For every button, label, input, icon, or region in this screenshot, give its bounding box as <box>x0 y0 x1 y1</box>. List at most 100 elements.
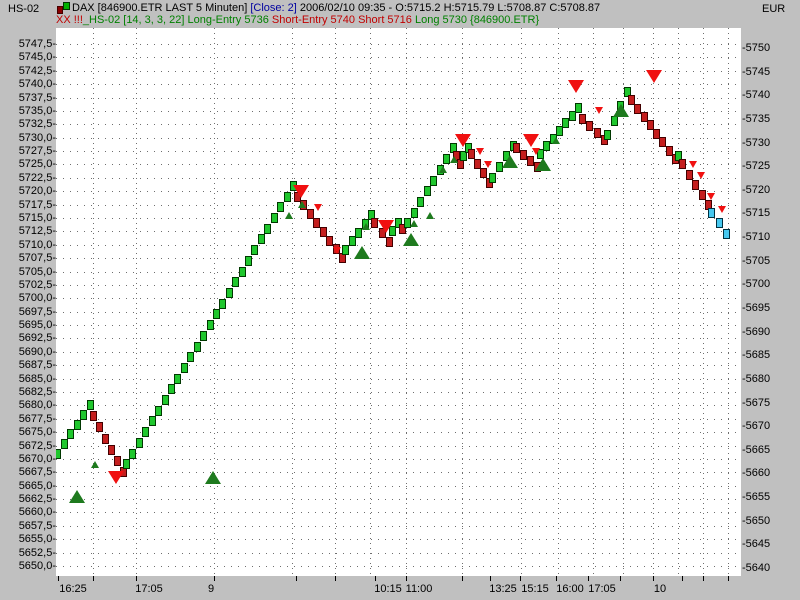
price-brick <box>489 173 496 183</box>
right-axis-label: -5645 <box>742 538 771 550</box>
signal-down-icon <box>718 206 726 213</box>
price-brick <box>114 456 121 466</box>
left-axis-label: 5650,0- <box>18 560 56 572</box>
right-axis-label: -5720 <box>742 184 771 196</box>
grid-line-h <box>56 552 741 554</box>
left-axis-label: 5725,0- <box>18 158 56 170</box>
price-brick <box>647 120 654 130</box>
grid-line-h <box>56 499 741 501</box>
grid-line-v <box>406 28 407 576</box>
price-brick <box>207 320 214 330</box>
price-brick <box>149 416 156 426</box>
grid-line-h <box>56 151 741 153</box>
price-brick <box>666 146 673 156</box>
right-axis-label: -5705 <box>742 255 771 267</box>
price-brick <box>699 190 706 200</box>
left-axis-label: 5697,5- <box>18 306 56 318</box>
left-axis-label: 5707,5- <box>18 252 56 264</box>
signal-up-icon <box>91 461 99 468</box>
price-brick <box>399 224 406 234</box>
price-brick <box>543 141 550 151</box>
pane-title-right: EUR <box>762 3 786 15</box>
grid-line-h <box>56 164 741 166</box>
price-brick <box>641 112 648 122</box>
signal-down-icon <box>484 161 492 168</box>
price-brick <box>417 197 424 207</box>
grid-line-v <box>558 28 559 576</box>
right-axis-label: -5680 <box>742 373 771 385</box>
x-axis-tick <box>703 576 704 581</box>
left-axis-label: 5652,5- <box>18 547 56 559</box>
signal-up-icon <box>426 212 434 219</box>
x-axis-tick <box>406 576 407 581</box>
signal-up-icon <box>205 471 221 484</box>
signal-down-icon <box>293 185 309 198</box>
price-brick <box>87 400 94 410</box>
grid-line-h <box>56 525 741 527</box>
grid-line-h <box>56 338 741 340</box>
grid-line-h <box>56 512 741 514</box>
price-brick <box>90 411 97 421</box>
price-brick <box>129 449 136 459</box>
left-axis-label: 5720,0- <box>18 185 56 197</box>
grid-line-v <box>653 28 654 576</box>
time-axis-label: 16:00 <box>556 583 584 595</box>
grid-line-h <box>56 365 741 367</box>
price-brick <box>258 234 265 244</box>
signal-down-icon <box>595 107 603 114</box>
left-axis-label: 5740,0- <box>18 78 56 90</box>
time-axis-label: 10:15 <box>374 583 402 595</box>
right-axis-label: -5690 <box>742 326 771 338</box>
time-axis-label: 17:05 <box>588 583 616 595</box>
price-brick <box>675 151 682 161</box>
grid-line-v <box>703 28 704 576</box>
signal-text-segment: Short-Entry 5740 Short 5716 <box>271 14 415 26</box>
signal-down-icon <box>523 134 539 147</box>
pane-title-left: HS-02 <box>8 3 40 15</box>
signal-up-icon <box>403 233 419 246</box>
left-axis-label: 5675,0- <box>18 426 56 438</box>
chart-plot-area[interactable] <box>56 28 741 576</box>
right-axis-label: -5670 <box>742 420 771 432</box>
right-axis-label: -5640 <box>742 562 771 574</box>
grid-line-h <box>56 311 741 313</box>
left-axis-label: 5667,5- <box>18 466 56 478</box>
signal-down-icon <box>646 70 662 83</box>
right-axis-label: -5650 <box>742 515 771 527</box>
left-axis-label: 5665,0- <box>18 480 56 492</box>
grid-line-h <box>56 298 741 300</box>
grid-line-h <box>56 378 741 380</box>
signal-down-icon <box>568 80 584 93</box>
x-axis-tick <box>136 576 137 581</box>
time-axis-label: 16:25 <box>59 583 87 595</box>
price-brick <box>342 245 349 255</box>
mini-chart-icon <box>56 2 70 14</box>
x-axis-tick <box>653 576 654 581</box>
x-axis-tick <box>588 576 589 581</box>
signal-up-icon <box>450 156 458 163</box>
price-brick <box>480 168 487 178</box>
price-brick <box>102 434 109 444</box>
grid-line-h <box>56 57 741 59</box>
price-brick <box>443 154 450 164</box>
left-axis-label: 5702,5- <box>18 279 56 291</box>
x-axis-tick <box>296 576 297 581</box>
grid-line-v <box>370 28 371 576</box>
grid-line-v <box>136 28 137 576</box>
grid-line-v <box>214 28 215 576</box>
right-axis-label: -5695 <box>742 302 771 314</box>
left-axis-label: 5737,5- <box>18 92 56 104</box>
price-brick <box>284 192 291 202</box>
price-brick <box>411 208 418 218</box>
left-axis-label: 5747,5- <box>18 38 56 50</box>
price-brick <box>181 363 188 373</box>
grid-line-v <box>678 28 679 576</box>
left-axis-label: 5687,5- <box>18 359 56 371</box>
signal-down-icon <box>707 193 715 200</box>
price-brick <box>136 438 143 448</box>
price-brick <box>349 236 356 246</box>
price-brick <box>468 149 475 159</box>
price-brick <box>142 427 149 437</box>
price-brick <box>624 87 631 97</box>
